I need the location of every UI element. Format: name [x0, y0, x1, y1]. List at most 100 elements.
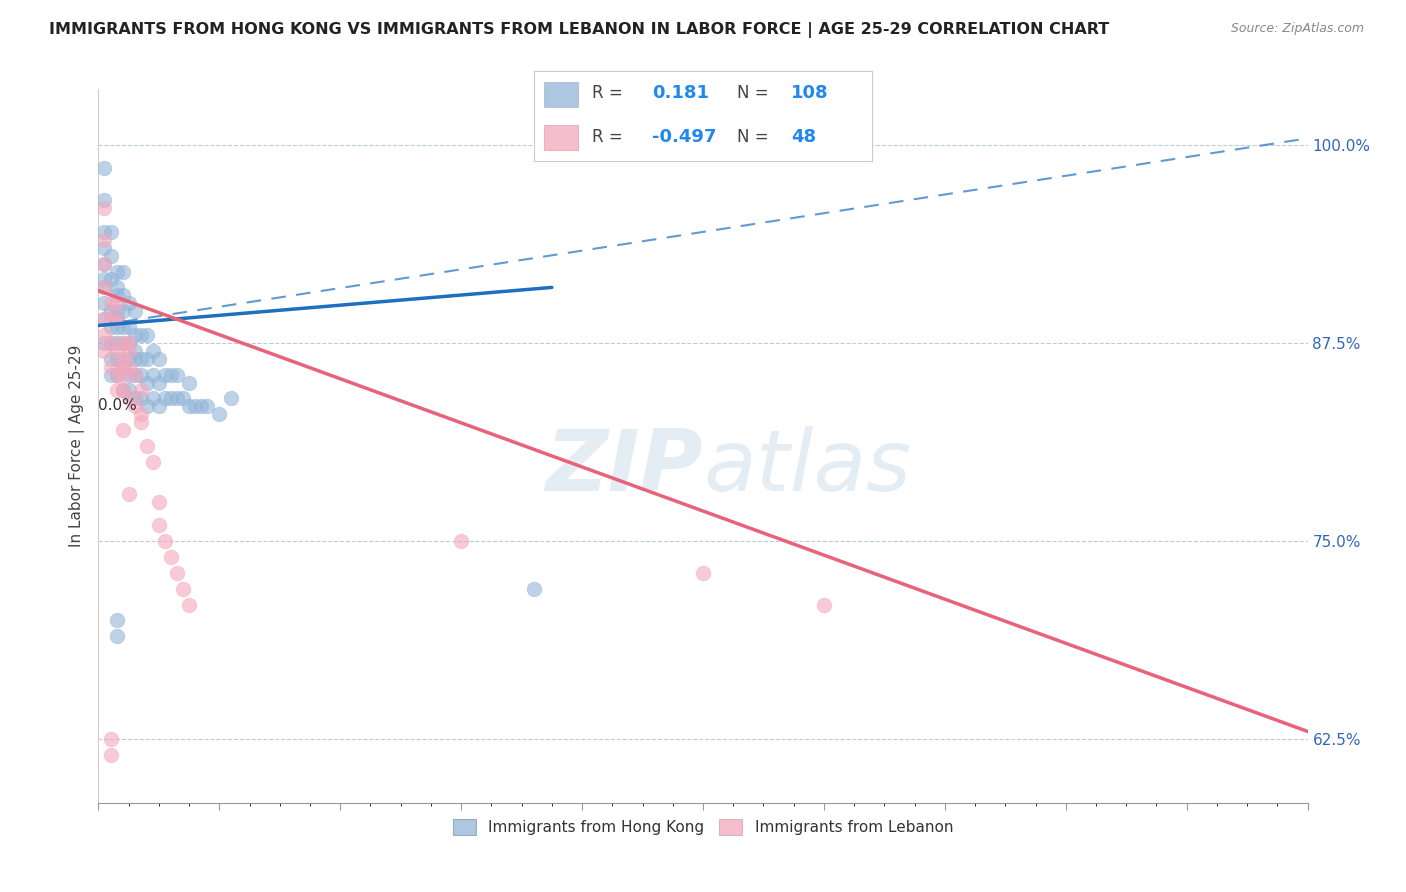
Point: [166, 392, 188, 406]
Point: [100, 732, 122, 747]
Point: [118, 320, 141, 334]
Point: [111, 335, 134, 350]
Point: [93, 343, 115, 358]
Text: 0.181: 0.181: [652, 84, 710, 103]
Point: [208, 407, 231, 421]
Point: [111, 264, 134, 278]
Point: [124, 351, 146, 366]
Point: [93, 280, 115, 294]
FancyBboxPatch shape: [544, 82, 578, 107]
Point: [93, 296, 115, 310]
Point: [100, 368, 122, 382]
Point: [135, 439, 157, 453]
Text: atlas: atlas: [703, 425, 911, 509]
Point: [105, 320, 128, 334]
Point: [100, 335, 122, 350]
Point: [105, 343, 128, 358]
Point: [105, 280, 128, 294]
Point: [160, 392, 183, 406]
Point: [221, 392, 243, 406]
Text: Source: ZipAtlas.com: Source: ZipAtlas.com: [1230, 22, 1364, 36]
Point: [166, 368, 188, 382]
Point: [100, 272, 122, 286]
Point: [692, 566, 714, 580]
Point: [118, 392, 141, 406]
Point: [160, 368, 183, 382]
Point: [105, 312, 128, 326]
Point: [93, 193, 115, 207]
Point: [184, 400, 207, 414]
Point: [153, 368, 176, 382]
Point: [100, 304, 122, 318]
Point: [172, 392, 194, 406]
Point: [166, 566, 188, 580]
Point: [93, 161, 115, 176]
Point: [142, 343, 165, 358]
Point: [111, 368, 134, 382]
Point: [111, 384, 134, 398]
Point: [148, 400, 170, 414]
Point: [105, 384, 128, 398]
Point: [100, 320, 122, 334]
Point: [105, 368, 128, 382]
Point: [118, 351, 141, 366]
Point: [105, 368, 128, 382]
Point: [105, 312, 128, 326]
Point: [100, 335, 122, 350]
Point: [129, 368, 152, 382]
Point: [100, 312, 122, 326]
Point: [111, 288, 134, 302]
Point: [142, 455, 165, 469]
Point: [118, 368, 141, 382]
Point: [100, 225, 122, 239]
Point: [93, 201, 115, 215]
Legend: Immigrants from Hong Kong, Immigrants from Lebanon: Immigrants from Hong Kong, Immigrants fr…: [447, 814, 959, 841]
Point: [93, 233, 115, 247]
Point: [100, 351, 122, 366]
Point: [111, 359, 134, 374]
Point: [124, 368, 146, 382]
Point: [190, 400, 212, 414]
Point: [93, 328, 115, 343]
Point: [93, 312, 115, 326]
Point: [105, 820, 128, 834]
Point: [105, 264, 128, 278]
Point: [111, 351, 134, 366]
Point: [148, 518, 170, 533]
Point: [118, 335, 141, 350]
Point: [195, 400, 218, 414]
Point: [100, 249, 122, 263]
Point: [100, 748, 122, 763]
Text: 48: 48: [790, 128, 815, 146]
Point: [160, 549, 183, 564]
Point: [105, 296, 128, 310]
Point: [100, 296, 122, 310]
Text: R =: R =: [592, 128, 623, 146]
Point: [105, 304, 128, 318]
Point: [129, 415, 152, 429]
Point: [118, 343, 141, 358]
Text: 108: 108: [790, 84, 828, 103]
Point: [124, 328, 146, 343]
Point: [93, 257, 115, 271]
Text: N =: N =: [737, 128, 768, 146]
Point: [450, 534, 472, 549]
Point: [179, 376, 201, 390]
Point: [129, 328, 152, 343]
Point: [105, 351, 128, 366]
Point: [118, 296, 141, 310]
Point: [135, 400, 157, 414]
Text: N =: N =: [737, 84, 768, 103]
Point: [111, 304, 134, 318]
Point: [179, 598, 201, 612]
Point: [93, 257, 115, 271]
Point: [93, 312, 115, 326]
Point: [124, 343, 146, 358]
Point: [142, 368, 165, 382]
Y-axis label: In Labor Force | Age 25-29: In Labor Force | Age 25-29: [69, 345, 84, 547]
Point: [105, 288, 128, 302]
Point: [111, 384, 134, 398]
FancyBboxPatch shape: [544, 125, 578, 150]
Text: IMMIGRANTS FROM HONG KONG VS IMMIGRANTS FROM LEBANON IN LABOR FORCE | AGE 25-29 : IMMIGRANTS FROM HONG KONG VS IMMIGRANTS …: [49, 22, 1109, 38]
Point: [124, 392, 146, 406]
